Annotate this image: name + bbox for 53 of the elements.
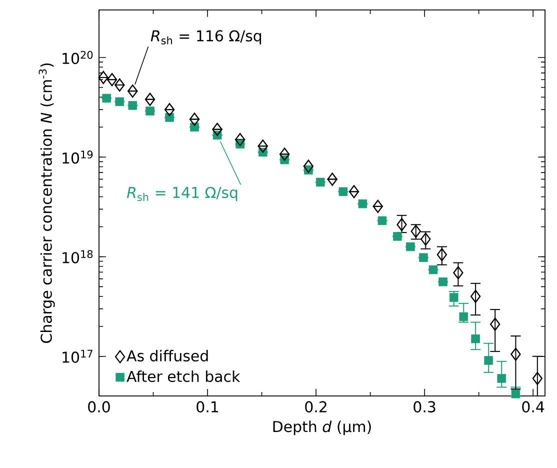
- point: [98, 70, 108, 84]
- point: [484, 356, 493, 365]
- y-tick-label: 10$^{18}$: [62, 250, 93, 264]
- point: [453, 266, 464, 280]
- point: [510, 348, 521, 361]
- point: [471, 334, 480, 344]
- point: [406, 242, 415, 252]
- y-tick-label: 10$^{17}$: [62, 350, 92, 363]
- legend-label: After etch back: [126, 370, 240, 382]
- point: [102, 94, 111, 103]
- x-tick-label: 0.2: [305, 401, 326, 412]
- point: [470, 290, 481, 303]
- point: [165, 113, 174, 122]
- point: [358, 199, 368, 208]
- point: [327, 172, 338, 186]
- point: [511, 389, 520, 398]
- point: [303, 160, 314, 173]
- point: [372, 200, 383, 213]
- x-tick-label: 0.0: [88, 401, 110, 412]
- point: [189, 112, 200, 126]
- point: [497, 374, 506, 383]
- point: [532, 372, 542, 386]
- point: [438, 277, 448, 286]
- point: [348, 185, 360, 198]
- legend-label: As diffused: [126, 350, 208, 362]
- point: [128, 101, 138, 110]
- x-tick-label: 0.4: [522, 401, 544, 412]
- point: [393, 232, 402, 241]
- x-tick-label: 0.3: [414, 401, 436, 412]
- point: [164, 103, 175, 116]
- annotation: R$_{sh}$ = 141 Ω/sq: [126, 186, 238, 202]
- annotation: R$_{sh}$ = 116 Ω/sq: [150, 30, 262, 44]
- point: [420, 232, 431, 246]
- x-axis-title: Depth d (µm): [273, 420, 371, 436]
- x-tick-label: 0.1: [196, 401, 218, 412]
- y-axis-title: Charge carrier concentration N (cm$^{-3}$): [38, 63, 55, 343]
- y-tick-label: 10$^{20}$: [62, 50, 93, 64]
- point: [279, 148, 290, 161]
- point: [338, 187, 348, 196]
- point: [146, 106, 154, 116]
- point: [396, 218, 407, 232]
- point: [419, 253, 428, 262]
- point: [316, 178, 325, 187]
- point: [428, 265, 438, 274]
- point: [436, 248, 447, 262]
- point: [212, 122, 222, 136]
- point: [258, 140, 268, 153]
- point: [115, 97, 124, 106]
- point: [490, 318, 500, 331]
- point: [144, 92, 156, 106]
- y-tick-label: 10$^{19}$: [62, 150, 93, 164]
- point: [378, 216, 387, 226]
- point: [234, 132, 246, 146]
